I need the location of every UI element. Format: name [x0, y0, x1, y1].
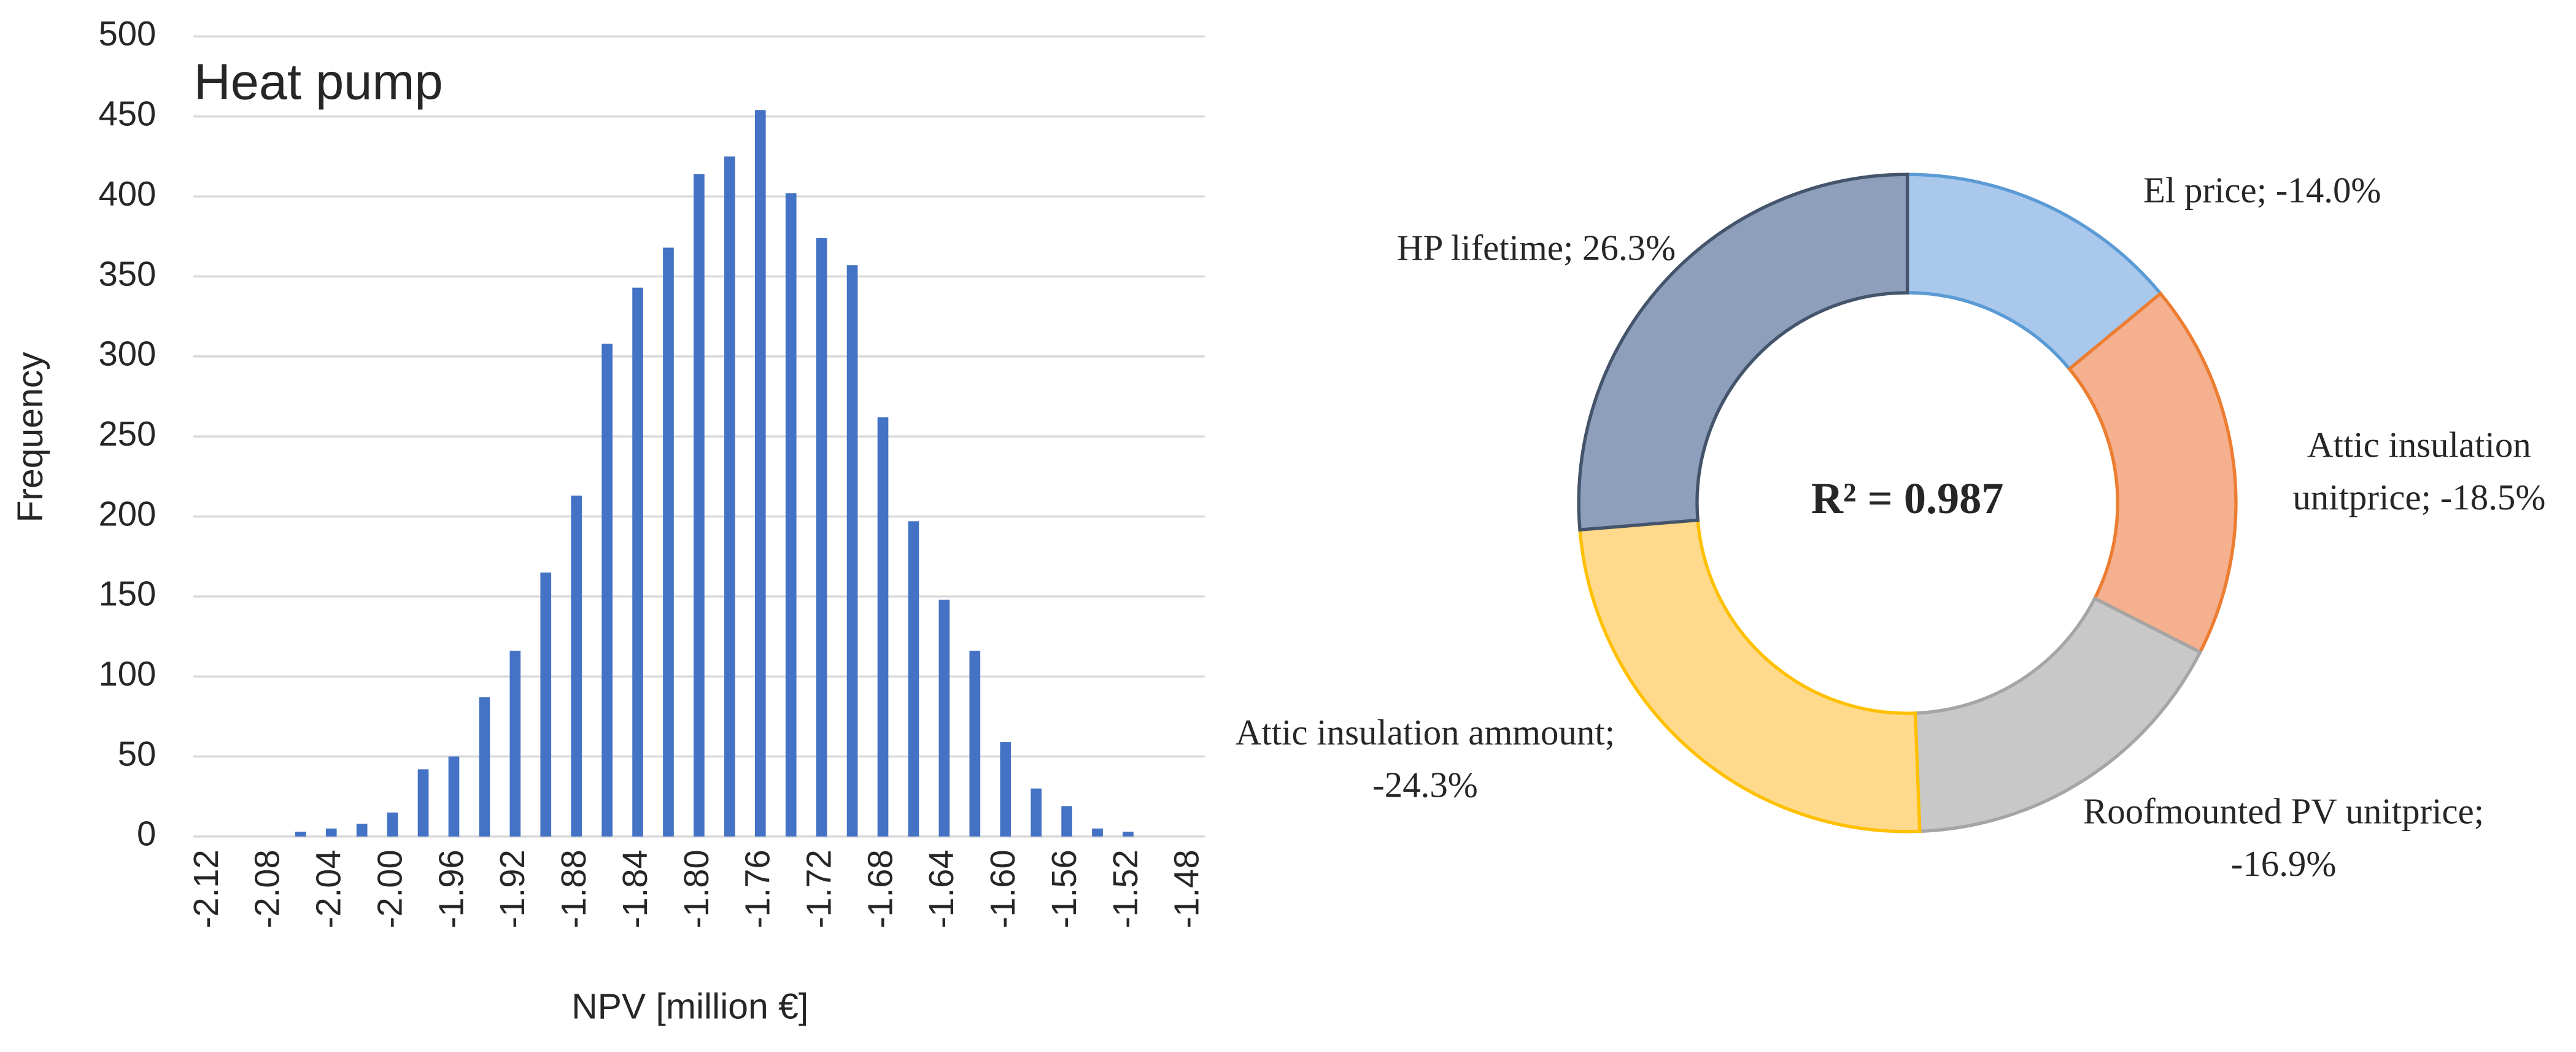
- bar: [632, 287, 643, 837]
- y-tick-label: 0: [137, 814, 156, 853]
- bar: [1123, 832, 1134, 837]
- bar: [540, 572, 552, 837]
- x-tick-label: -1.56: [1045, 849, 1083, 928]
- x-tick-label: -1.64: [922, 849, 961, 928]
- x-tick-label: -1.72: [799, 849, 838, 928]
- x-tick-label: -2.08: [248, 849, 287, 928]
- x-tick-label: -1.96: [431, 849, 470, 928]
- bar: [969, 651, 981, 837]
- bar: [325, 828, 337, 837]
- y-tick-label: 300: [99, 335, 157, 373]
- slice-label: Roofmounted PV unitprice; -16.9%: [2083, 790, 2485, 884]
- bar: [1092, 828, 1103, 837]
- bar: [846, 265, 858, 837]
- center-annotation: R² = 0.987: [1811, 474, 2004, 523]
- y-tick-label: 200: [99, 494, 157, 533]
- x-tick-label: -1.88: [554, 849, 593, 928]
- bar: [1031, 788, 1042, 837]
- bar: [356, 824, 368, 837]
- slice-label: El price; -14.0%: [2143, 169, 2381, 211]
- y-tick-label: 500: [99, 14, 157, 53]
- x-tick-label: -1.84: [616, 849, 654, 928]
- y-tick-label: 50: [118, 734, 157, 773]
- y-tick-label: 450: [99, 95, 157, 133]
- bar: [387, 812, 398, 837]
- bar: [417, 769, 429, 837]
- bar: [724, 156, 735, 837]
- bar: [1061, 806, 1072, 837]
- bar: [663, 247, 674, 837]
- bar: [877, 417, 889, 837]
- slice-label: Attic insulation ammount; -24.3%: [1235, 711, 1615, 806]
- bar: [694, 174, 705, 837]
- donut-slice: [1913, 596, 2203, 833]
- bar: [938, 600, 950, 837]
- y-tick-label: 100: [99, 654, 157, 693]
- x-tick-label: -2.12: [187, 849, 225, 928]
- donut-slice: [1577, 172, 1909, 532]
- slice-label-box: Attic insulation ammount; -24.3%: [1235, 711, 1615, 806]
- bar: [908, 521, 919, 837]
- x-tick-label: -2.04: [309, 849, 348, 928]
- bar: [479, 697, 490, 837]
- x-tick-label: -1.68: [861, 849, 899, 928]
- bar: [295, 832, 306, 837]
- bar: [509, 651, 521, 837]
- x-tick-label: -1.80: [677, 849, 716, 928]
- y-tick-label: 150: [99, 574, 157, 613]
- slice-label-box: Attic insulation unitprice; -18.5%: [2292, 424, 2546, 518]
- x-tick-label: -1.92: [493, 849, 532, 928]
- x-axis-label: NPV [million €]: [571, 986, 808, 1026]
- bar: [816, 238, 827, 837]
- annotation: Heat pump: [194, 53, 443, 110]
- x-tick-label: -1.60: [983, 849, 1022, 928]
- y-tick-label: 350: [99, 254, 157, 293]
- y-axis-label: Frequency: [10, 352, 50, 523]
- x-tick-label: -1.76: [738, 849, 777, 928]
- bar: [571, 495, 582, 837]
- slice-label-box: Roofmounted PV unitprice; -16.9%: [2083, 790, 2485, 884]
- x-tick-label: -2.00: [370, 849, 409, 928]
- bar: [785, 193, 797, 837]
- y-tick-label: 400: [99, 174, 157, 213]
- donut-slice: [1578, 518, 1922, 833]
- bar: [448, 756, 460, 837]
- slice-label: Attic insulation unitprice; -18.5%: [2292, 424, 2546, 518]
- slice-label-box: HP lifetime; 26.3%: [1397, 226, 1676, 268]
- bar: [1000, 742, 1011, 837]
- x-tick-label: -1.48: [1167, 849, 1206, 928]
- slice-label: HP lifetime; 26.3%: [1397, 226, 1676, 268]
- bar: [754, 110, 766, 837]
- donut-slice: [2067, 291, 2238, 655]
- y-tick-label: 250: [99, 414, 157, 453]
- slice-label-box: El price; -14.0%: [2143, 169, 2381, 211]
- donut-slice: [1905, 172, 2163, 371]
- bar: [601, 343, 613, 837]
- x-tick-label: -1.52: [1106, 849, 1145, 928]
